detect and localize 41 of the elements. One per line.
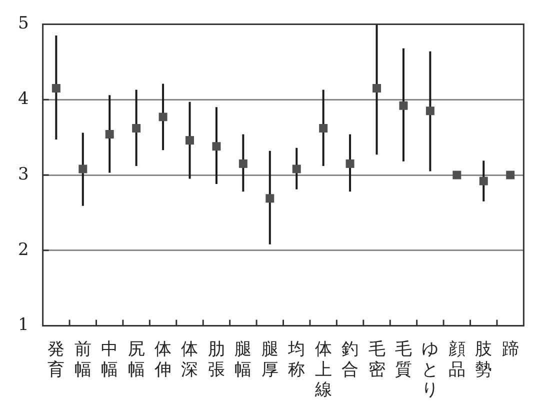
point (52, 84, 60, 93)
point (426, 106, 434, 116)
x-tick-label: 肢勢 (475, 339, 492, 380)
point (78, 164, 88, 174)
point (399, 101, 408, 110)
point (238, 159, 248, 168)
x-tick-label: 毛質 (394, 339, 412, 380)
point (292, 164, 301, 174)
x-tick-label: 体深 (181, 339, 198, 380)
y-tick-label: 1 (18, 315, 29, 336)
y-tick-label: 2 (18, 240, 29, 260)
point (132, 124, 141, 132)
point (105, 130, 114, 139)
point (158, 112, 168, 122)
point (372, 84, 381, 93)
y-tick-label: 4 (18, 89, 29, 110)
y-tick-label: 5 (18, 14, 29, 34)
x-tick-label: 釣合 (342, 339, 359, 380)
x-tick-label: 肋張 (208, 339, 225, 380)
x-tick-label: 発育 (48, 339, 65, 380)
x-tick-label: 体伸 (154, 339, 172, 380)
x-tick-label: 毛密 (368, 339, 386, 380)
point (346, 159, 354, 168)
x-tick-label: 均称 (287, 339, 306, 380)
x-tick-label: 体上線 (314, 339, 332, 400)
x-tick-label: 中幅 (101, 339, 118, 380)
point (452, 170, 462, 180)
y-tick-label: 3 (18, 164, 29, 184)
point (212, 142, 221, 151)
x-tick-label: 蹄 (502, 339, 519, 360)
x-tick-label: 腿厚 (261, 339, 278, 380)
point (266, 194, 274, 203)
point (186, 136, 194, 145)
point (479, 176, 488, 186)
point (319, 124, 328, 132)
x-tick-label: 顔品 (448, 339, 466, 380)
x-tick-label: 前幅 (74, 339, 92, 380)
x-tick-label: 腿幅 (234, 339, 252, 380)
point (506, 170, 515, 180)
x-tick-label: ゆとり (422, 339, 439, 400)
x-tick-label: 尻幅 (128, 339, 145, 380)
